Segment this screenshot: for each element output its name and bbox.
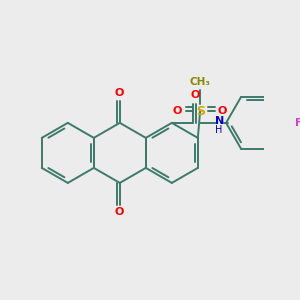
Text: O: O [115, 207, 124, 218]
Text: S: S [196, 105, 205, 118]
Text: N: N [214, 116, 224, 126]
Text: CH₃: CH₃ [190, 77, 211, 87]
Text: H: H [215, 125, 223, 135]
Text: O: O [190, 90, 200, 100]
Text: O: O [115, 88, 124, 98]
Text: O: O [173, 106, 182, 116]
Text: F: F [295, 118, 300, 128]
Text: O: O [218, 106, 227, 116]
